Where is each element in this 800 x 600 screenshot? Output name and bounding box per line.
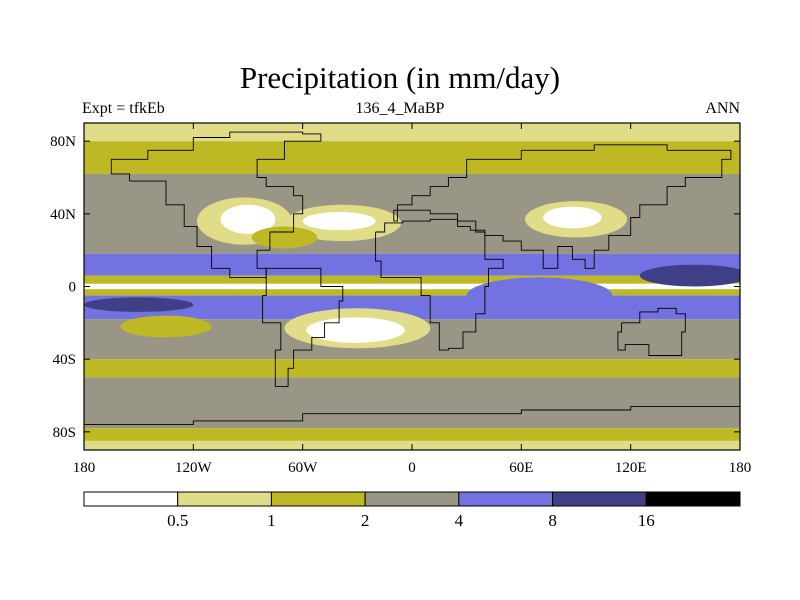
coastlines [84, 131, 740, 450]
colorbar: 0.5 1 2 4 8 16 [83, 491, 741, 530]
x-tick-label: 0 [408, 460, 416, 476]
y-tick-label: 0 [69, 280, 77, 296]
zonal-band-6 [84, 289, 740, 296]
zonal-band-2 [84, 173, 740, 254]
chart-title: Precipitation (in mm/day) [239, 60, 561, 95]
coastline-2 [375, 218, 504, 351]
zonal-band-0 [84, 123, 740, 142]
colorbar-box-1 [177, 491, 272, 507]
zonal-band-1 [84, 141, 740, 174]
coastline-5 [84, 405, 740, 450]
colorbar-box-3 [364, 491, 460, 507]
x-tick-label: 120E [615, 460, 647, 476]
colorbar-box-5 [552, 491, 647, 507]
north-america-core [220, 204, 276, 234]
southern-africa-core [306, 317, 405, 343]
indian-ocean-wet [466, 277, 613, 314]
axis-ticks: 180 120W 60W 0 60E 120E 180 80N 40N 0 40S 80S [50, 123, 751, 476]
colorbar-box-2 [270, 491, 366, 507]
y-tick-label: 40S [53, 352, 76, 368]
zonal-band-10 [84, 377, 740, 429]
coastline-1 [262, 267, 344, 387]
colorbar-label: 4 [455, 511, 464, 530]
y-tick-label: 80N [50, 134, 76, 150]
colorbar-label: 8 [548, 511, 557, 530]
coastline-3 [393, 144, 732, 269]
x-tick-label: 180 [73, 460, 96, 476]
x-tick-label: 60E [509, 460, 533, 476]
zonal-band-5 [84, 283, 740, 290]
zonal-band-9 [84, 359, 740, 378]
y-tick-label: 40N [50, 207, 76, 223]
coastline-0 [110, 131, 322, 278]
zonal-band-3 [84, 253, 740, 276]
zonal-band-11 [84, 428, 740, 441]
colorbar-label: 2 [361, 511, 370, 530]
season-label: ANN [705, 100, 740, 117]
west-pacific-wet [639, 264, 740, 287]
colorbar-box-4 [458, 491, 554, 507]
east-pacific-dry [120, 315, 212, 338]
experiment-label: Expt = tfkEb [82, 100, 165, 117]
y-tick-label: 80S [53, 425, 76, 441]
asia-core [543, 206, 602, 229]
x-tick-label: 180 [729, 460, 752, 476]
map-fill [84, 123, 740, 450]
colorbar-box-0 [83, 491, 179, 507]
zonal-band-4 [84, 275, 740, 284]
run-label: 136_4_MaBP [355, 100, 445, 117]
colorbar-box-6 [645, 491, 741, 507]
east-pacific-dry-2 [251, 226, 318, 249]
colorbar-label: 0.5 [167, 511, 188, 530]
x-tick-label: 120W [175, 460, 213, 476]
sahara-core [302, 212, 376, 231]
coastline-4 [617, 307, 686, 356]
colorbar-label: 1 [267, 511, 276, 530]
south-pacific-wet [84, 297, 194, 312]
x-tick-label: 60W [288, 460, 318, 476]
colorbar-label: 16 [638, 511, 655, 530]
